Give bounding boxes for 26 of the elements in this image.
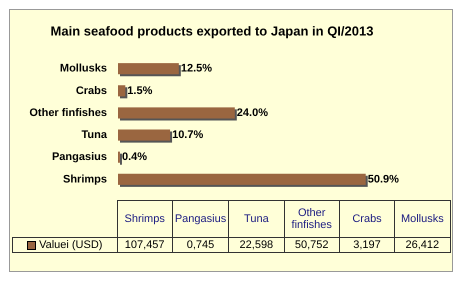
- data-label: 10.7%: [172, 129, 204, 142]
- y-tick-label: Other finfishes: [29, 106, 107, 119]
- data-label: 0.4%: [122, 151, 148, 164]
- data-label: 1.5%: [127, 84, 153, 97]
- y-tick-label: Shrimps: [62, 173, 107, 186]
- y-tick-label: Crabs: [76, 84, 107, 97]
- legend-label: Valuei (USD): [12, 238, 117, 252]
- category-label: Shrimps: [124, 213, 165, 225]
- data-label: 50.9%: [368, 173, 400, 186]
- text: 0,745: [172, 238, 229, 252]
- text: 50,752: [284, 238, 340, 252]
- y-tick-label: Tuna: [82, 129, 108, 142]
- category-label: Tuna: [244, 213, 269, 225]
- text: 3,197: [339, 238, 395, 252]
- category-label: Mollusks: [400, 213, 444, 225]
- text: 26,412: [394, 238, 450, 252]
- text: 107,457: [117, 238, 172, 252]
- y-tick-label: Pangasius: [52, 151, 107, 164]
- chart-title: Main seafood products exported to Japan in QI/2013: [50, 23, 374, 38]
- text: 22,598: [228, 238, 284, 252]
- category-label: Other finfishes: [292, 207, 332, 231]
- y-tick-label: Mollusks: [60, 62, 107, 75]
- data-label: 24.0%: [236, 106, 268, 119]
- category-label: Crabs: [352, 213, 382, 225]
- data-label: 12.5%: [180, 62, 212, 75]
- category-label: Pangasius: [174, 213, 226, 225]
